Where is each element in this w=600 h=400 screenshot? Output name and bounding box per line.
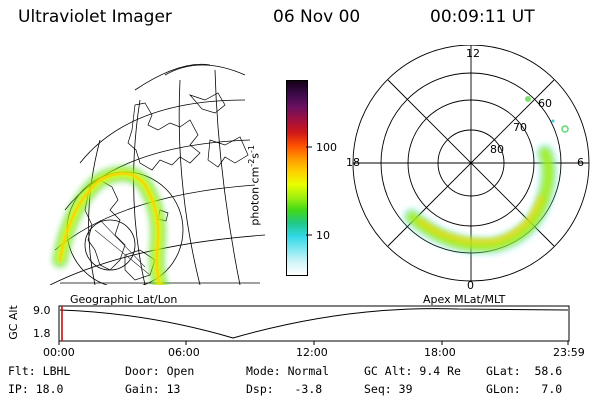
xtick-0000: 00:00 <box>43 346 75 359</box>
header-time: 00:09:11 UT <box>430 7 535 27</box>
info-glon: GLon: 7.0 <box>486 382 563 396</box>
geo-grid-line <box>88 139 101 285</box>
geo-grid-line <box>79 99 246 164</box>
colorbar-label-100: 100 <box>316 141 337 154</box>
geo-grid-line <box>133 99 146 285</box>
geo-aurora-oval <box>52 165 168 285</box>
info-door: Door: Open <box>125 364 195 378</box>
coastline-canada <box>207 136 249 168</box>
altitude-plot-frame <box>58 305 570 342</box>
colorbar <box>286 80 308 276</box>
info-gain: Gain: 13 <box>125 382 181 396</box>
xtick-2359: 23:59 <box>553 346 585 359</box>
polar-emission-spot <box>525 96 531 102</box>
polar-mlat-mlt-panel <box>352 45 590 282</box>
geo-grid-line <box>164 64 246 76</box>
info-filter: Flt: LBHL <box>8 364 71 378</box>
geo-grid-line <box>214 69 241 285</box>
geo-panel-caption: Geographic Lat/Lon <box>70 293 178 306</box>
mlat-label-80: 80 <box>490 143 504 156</box>
polar-aurora-oval <box>403 144 558 255</box>
mlt-label-18: 18 <box>346 156 360 169</box>
geographic-map-panel <box>49 63 266 285</box>
geo-grid-line <box>178 79 201 285</box>
info-glat: GLat: 58.6 <box>486 364 563 378</box>
coastline-greenland <box>127 102 201 171</box>
polar-panel-caption: Apex MLat/MLT <box>423 293 506 306</box>
colorbar-units-label: photon cm-2s-1 <box>247 144 262 226</box>
geo-globe-inner <box>84 219 136 271</box>
polar-emission-spot <box>551 119 555 123</box>
orbit-altitude-curve <box>59 308 569 339</box>
xtick-0600: 06:00 <box>168 346 200 359</box>
coastline-islands <box>188 92 226 114</box>
info-mode: Mode: Normal <box>246 364 330 378</box>
info-dsp: Dsp: -3.8 <box>246 382 323 396</box>
colorbar-label-10: 10 <box>316 229 330 242</box>
instrument-title: Ultraviolet Imager <box>18 7 172 27</box>
mlt-label-6: 6 <box>577 156 584 169</box>
mlt-label-0: 0 <box>467 279 474 292</box>
info-ip: IP: 18.0 <box>8 382 64 396</box>
mlat-label-60: 60 <box>538 97 552 110</box>
xtick-1800: 18:00 <box>424 346 456 359</box>
header-date: 06 Nov 00 <box>273 7 361 27</box>
altitude-ytick-bottom: 1.8 <box>33 327 51 340</box>
mlat-label-70: 70 <box>513 121 527 134</box>
info-seq: Seq: 39 <box>364 382 413 396</box>
geo-subsolar-lines <box>94 219 151 276</box>
polar-emission-spot <box>561 125 569 133</box>
xtick-1200: 12:00 <box>296 346 328 359</box>
info-gc-alt: GC Alt: 9.4 Re <box>364 364 461 378</box>
colorbar-ticks <box>306 146 312 236</box>
altitude-time-plot <box>58 305 570 345</box>
altitude-axis-label: GC Alt <box>6 305 20 340</box>
geo-grid-line <box>134 63 211 91</box>
mlt-label-12: 12 <box>466 47 480 60</box>
altitude-ytick-top: 9.0 <box>33 304 51 317</box>
